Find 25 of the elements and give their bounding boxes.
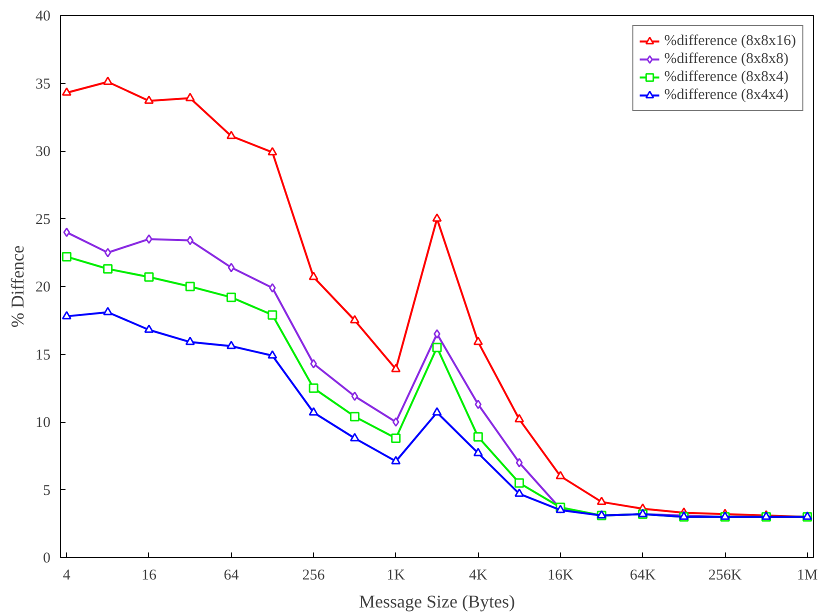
y-axis-title: % Diffence — [8, 245, 28, 328]
x-tick-label: 16 — [141, 568, 157, 584]
y-tick-label: 20 — [36, 280, 50, 296]
legend-label: %difference (8x8x4) — [664, 68, 788, 86]
y-tick-label: 5 — [43, 482, 50, 499]
x-axis-title: Message Size (Bytes) — [359, 592, 515, 612]
x-tick-label: 256K — [708, 568, 742, 584]
x-tick-label: 256 — [302, 568, 326, 584]
x-tick-label: 16K — [548, 568, 574, 584]
x-tick-label: 4K — [468, 568, 488, 584]
legend-label: %difference (8x4x4) — [664, 86, 788, 104]
y-tick-label: 25 — [36, 212, 50, 228]
y-tick-label: 10 — [36, 415, 50, 431]
x-tick-label: 1M — [796, 568, 818, 584]
legend-label: %difference (8x8x8) — [664, 50, 788, 68]
y-tick-label: 0 — [43, 550, 50, 566]
x-tick-label: 64 — [224, 568, 240, 584]
x-tick-label: 4 — [62, 568, 71, 584]
y-tick-label: 40 — [36, 8, 50, 24]
x-tick-label: 1K — [386, 568, 406, 584]
x-tick-label: 64K — [630, 568, 656, 584]
y-tick-label: 15 — [36, 347, 50, 364]
y-tick-label: 30 — [36, 144, 50, 160]
legend-label: %difference (8x8x16) — [664, 32, 796, 50]
y-tick-label: 35 — [36, 76, 50, 92]
